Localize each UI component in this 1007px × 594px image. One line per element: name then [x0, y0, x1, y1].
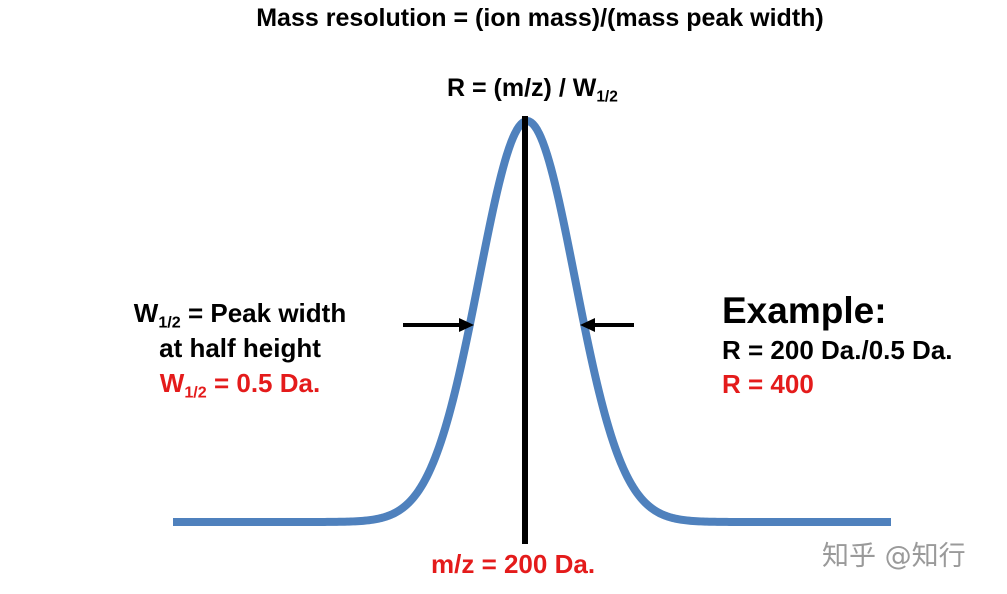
watermark: 知乎 @知行: [822, 541, 966, 572]
w-value-text: = 0.5 Da.: [206, 368, 321, 398]
peak-width-value: W1/2 = 0.5 Da.: [60, 366, 420, 401]
left-width-arrow: [403, 318, 474, 332]
peak-width-line: W1/2 = Peak width: [60, 296, 420, 331]
example-calculation: R = 200 Da./0.5 Da.: [722, 335, 953, 365]
w-subscript: 1/2: [158, 313, 181, 332]
w-value-subscript: 1/2: [184, 383, 207, 402]
gaussian-peak-curve: [171, 117, 893, 526]
example-result: R = 400: [722, 369, 814, 399]
half-height-line: at half height: [159, 333, 321, 363]
peak-width-text: = Peak width: [180, 298, 347, 328]
example-heading: Example:: [722, 290, 887, 331]
right-width-arrow: [580, 318, 634, 332]
example-block: Example: R = 200 Da./0.5 Da. R = 400: [722, 289, 953, 401]
center-mz-label: m/z = 200 Da.: [431, 549, 596, 579]
w-symbol: W: [133, 298, 159, 328]
resolution-formula: R = (m/z) / W1/2: [447, 74, 618, 106]
peak-width-definition: W1/2 = Peak width at half height W1/2 = …: [60, 296, 420, 401]
diagram-title: Mass resolution = (ion mass)/(mass peak …: [256, 4, 824, 32]
formula-subscript: 1/2: [596, 88, 618, 106]
formula-text: R = (m/z) / W: [447, 74, 597, 102]
w-value-symbol: W: [159, 368, 185, 398]
